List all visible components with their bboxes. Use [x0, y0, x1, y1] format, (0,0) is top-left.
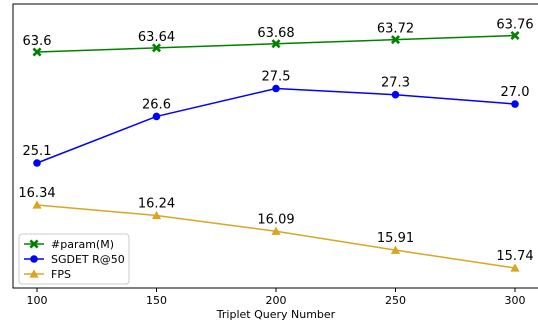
series-layer: 63.6 63.64 63.68 63.72 63.76 25.1 26.6 27.5 27.3… — [18, 18, 534, 272]
series-3: 16.34 16.24 16.09 15.91 15.74 — [18, 186, 534, 272]
x-tick-label: 200 — [266, 294, 287, 307]
data-label: 16.09 — [257, 212, 294, 227]
data-point — [151, 210, 162, 220]
data-label: 25.1 — [23, 144, 52, 159]
data-point — [271, 226, 281, 235]
data-point — [29, 239, 39, 249]
data-point — [271, 39, 281, 49]
data-label: 15.91 — [377, 231, 414, 246]
data-point — [390, 245, 401, 254]
legend-label: FPS — [51, 268, 71, 281]
x-tick-label: 100 — [27, 294, 48, 307]
data-point — [511, 100, 519, 108]
data-point — [152, 112, 161, 121]
data-label: 27.0 — [501, 85, 530, 100]
x-axis: 100 150 200 250 300 — [27, 288, 526, 307]
legend-box — [18, 233, 130, 285]
legend: #param(M) SGDET R@50 FPS — [18, 233, 130, 285]
data-point — [32, 47, 42, 57]
data-label: 63.76 — [496, 18, 533, 33]
data-point — [391, 90, 400, 99]
data-label: 27.5 — [262, 70, 291, 85]
x-tick-label: 150 — [146, 294, 167, 307]
data-label: 63.6 — [23, 34, 52, 49]
data-point — [32, 200, 42, 209]
data-point — [33, 159, 41, 167]
series-1: 63.6 63.64 63.68 63.72 63.76 — [23, 18, 534, 57]
legend-label: #param(M) — [51, 238, 114, 251]
data-point — [151, 43, 162, 53]
legend-item: FPS — [24, 268, 71, 281]
legend-item: SGDET R@50 — [24, 253, 125, 266]
data-point — [29, 269, 39, 278]
data-label: 26.6 — [142, 97, 171, 112]
data-point — [272, 84, 280, 93]
x-axis-label: Triplet Query Number — [216, 308, 336, 321]
legend-item: #param(M) — [24, 238, 114, 251]
data-label: 16.34 — [18, 186, 55, 201]
data-label: 15.74 — [496, 249, 533, 264]
data-point — [30, 255, 38, 263]
data-point — [510, 263, 520, 272]
data-label: 27.3 — [381, 76, 410, 91]
series-2: 25.1 26.6 27.5 27.3 27.0 — [23, 70, 530, 167]
x-tick-label: 250 — [385, 294, 406, 307]
series-line — [36, 87, 516, 164]
data-point — [510, 30, 520, 41]
data-label: 63.64 — [138, 30, 175, 45]
data-point — [390, 35, 401, 45]
legend-label: SGDET R@50 — [51, 253, 125, 266]
data-label: 16.24 — [138, 197, 175, 212]
data-label: 63.68 — [257, 26, 294, 41]
data-label: 63.72 — [377, 22, 414, 37]
x-tick-label: 300 — [505, 294, 526, 307]
